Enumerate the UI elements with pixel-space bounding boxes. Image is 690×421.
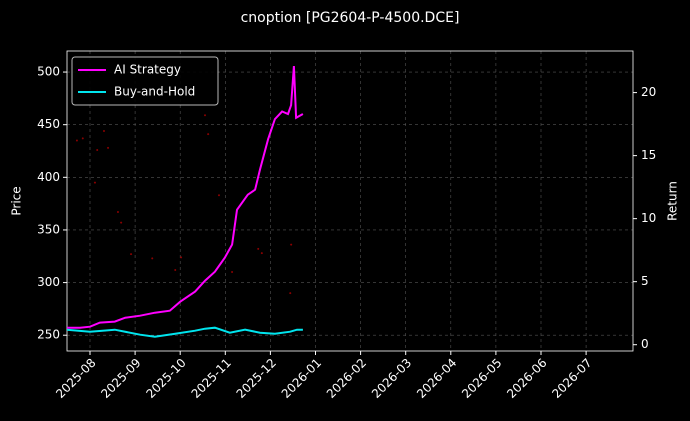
- y2-tick-label: 5: [641, 274, 649, 288]
- scatter-point: [204, 114, 207, 117]
- x-tick-label: 2026-02: [324, 356, 369, 401]
- scatter-point: [260, 252, 263, 255]
- x-tick-label: 2026-04: [414, 356, 459, 401]
- scatter-point: [107, 146, 110, 149]
- x-tick-label: 2025-09: [98, 356, 143, 401]
- y2-tick-label: 10: [641, 211, 656, 225]
- y-axis-label: Price: [10, 186, 24, 215]
- x-tick-label: 2026-03: [369, 356, 414, 401]
- scatter-point: [180, 256, 183, 259]
- y-tick-label: 300: [37, 275, 60, 289]
- x-tick-label: 2025-08: [53, 356, 98, 401]
- scatter-point: [151, 257, 154, 260]
- scatter-point: [96, 148, 99, 151]
- x-tick-label: 2025-12: [234, 356, 279, 401]
- x-tick-label: 2026-06: [504, 356, 549, 401]
- plot-frame: [66, 50, 634, 352]
- scatter-point: [217, 194, 220, 197]
- x-tick-label: 2026-05: [459, 356, 504, 401]
- scatter-point: [102, 130, 105, 132]
- scatter-point: [207, 133, 210, 136]
- scatter-point: [116, 211, 119, 214]
- legend-label: AI Strategy: [114, 63, 181, 77]
- y-tick-label: 450: [37, 117, 60, 131]
- y-tick-label: 400: [37, 170, 60, 184]
- x-tick-label: 2026-01: [279, 356, 324, 401]
- scatter-point: [81, 137, 84, 140]
- legend-label: Buy-and-Hold: [114, 85, 195, 99]
- y2-tick-label: 0: [641, 337, 649, 351]
- x-tick-label: 2025-11: [189, 356, 234, 401]
- scatter-point: [290, 243, 293, 246]
- line-series: [66, 326, 303, 338]
- y2-axis-label: Return: [666, 181, 680, 221]
- y-tick-label: 350: [37, 222, 60, 236]
- x-tick-label: 2026-07: [549, 356, 594, 401]
- x-tick-label: 2025-10: [143, 356, 188, 401]
- line-series: [67, 66, 304, 329]
- y2-tick-label: 20: [641, 85, 656, 99]
- y-tick-label: 250: [37, 328, 60, 342]
- scatter-point: [174, 268, 177, 271]
- scatter-point: [120, 221, 123, 224]
- legend-box: [71, 56, 219, 106]
- scatter-point: [289, 292, 292, 295]
- scatter-point: [75, 139, 78, 142]
- scatter-point: [93, 181, 96, 184]
- scatter-point: [130, 253, 133, 256]
- scatter-point: [257, 247, 260, 250]
- y-tick-label: 500: [37, 65, 60, 79]
- chart-title: cnoption [PG2604-P-4500.DCE]: [241, 10, 460, 26]
- scatter-point: [231, 271, 234, 274]
- y2-tick-label: 15: [641, 148, 656, 162]
